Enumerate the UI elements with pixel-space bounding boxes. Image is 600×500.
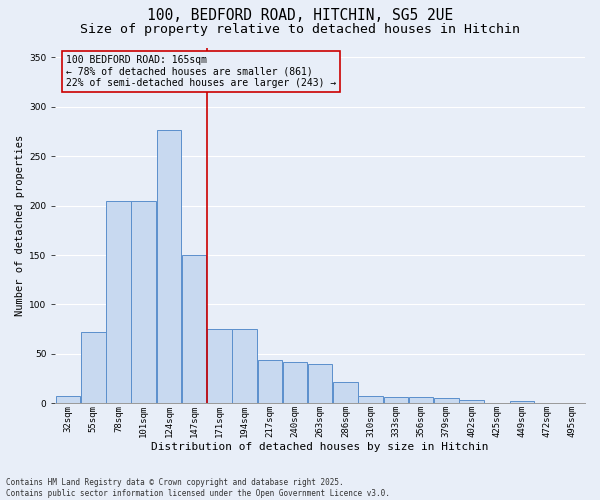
- Text: 100 BEDFORD ROAD: 165sqm
← 78% of detached houses are smaller (861)
22% of semi-: 100 BEDFORD ROAD: 165sqm ← 78% of detach…: [66, 54, 336, 88]
- Bar: [434, 398, 458, 404]
- X-axis label: Distribution of detached houses by size in Hitchin: Distribution of detached houses by size …: [151, 442, 489, 452]
- Bar: [157, 130, 181, 404]
- Text: Size of property relative to detached houses in Hitchin: Size of property relative to detached ho…: [80, 22, 520, 36]
- Bar: [182, 255, 206, 404]
- Text: Contains HM Land Registry data © Crown copyright and database right 2025.
Contai: Contains HM Land Registry data © Crown c…: [6, 478, 390, 498]
- Bar: [257, 360, 282, 404]
- Bar: [459, 400, 484, 404]
- Bar: [383, 398, 408, 404]
- Bar: [207, 329, 232, 404]
- Bar: [510, 402, 534, 404]
- Bar: [409, 398, 433, 404]
- Bar: [283, 362, 307, 404]
- Text: 100, BEDFORD ROAD, HITCHIN, SG5 2UE: 100, BEDFORD ROAD, HITCHIN, SG5 2UE: [147, 8, 453, 22]
- Bar: [308, 364, 332, 404]
- Bar: [131, 200, 156, 404]
- Y-axis label: Number of detached properties: Number of detached properties: [15, 135, 25, 316]
- Bar: [56, 396, 80, 404]
- Bar: [358, 396, 383, 404]
- Bar: [106, 200, 131, 404]
- Bar: [333, 382, 358, 404]
- Bar: [232, 329, 257, 404]
- Bar: [81, 332, 106, 404]
